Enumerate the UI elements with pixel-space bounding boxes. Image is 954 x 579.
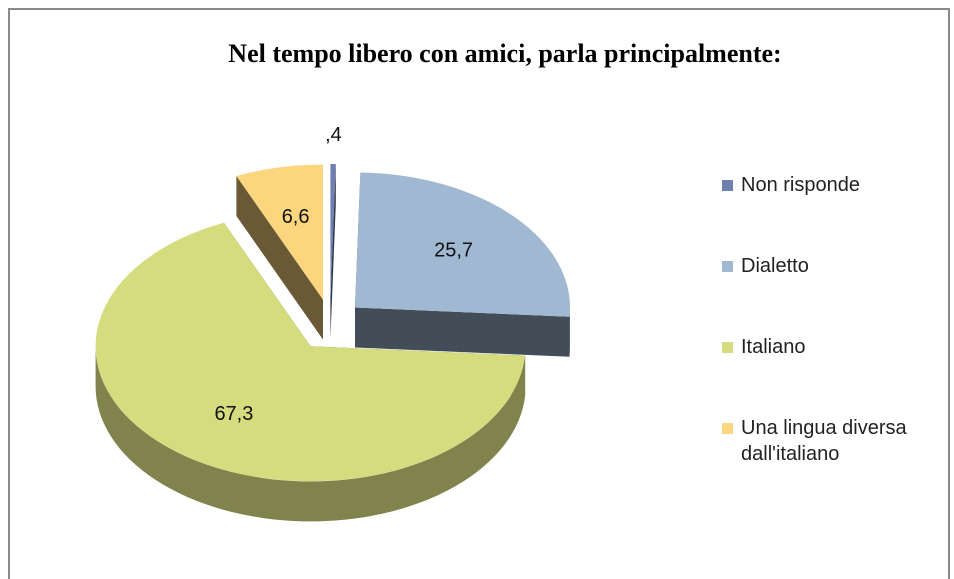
slice-side [330,164,336,339]
legend-swatch [722,342,733,353]
chart-title: Nel tempo libero con amici, parla princi… [228,39,781,68]
slice [236,164,323,300]
slice-side [236,176,323,340]
slice-edge [569,307,571,357]
legend-swatch [722,261,733,272]
legend-swatch [722,423,733,434]
slice-side [355,307,570,357]
legend-label: Non risponde [741,174,860,196]
data-label: 25,7 [434,239,473,261]
legend-label: Una lingua diversa dall'italiano [741,417,907,465]
slice [95,222,526,482]
slice [330,163,336,299]
legend-item: Dialetto [722,253,952,334]
legend-label: Italiano [741,336,806,358]
legend-swatch [722,180,733,191]
data-label: 67,3 [214,403,253,425]
legend-item: Una lingua diversa dall'italiano [722,415,952,496]
legend: Non risponde Dialetto Italiano Una lingua d… [722,172,952,496]
data-label: ,4 [325,124,342,146]
slice [355,172,571,317]
legend-item: Italiano [722,334,952,415]
legend-label: Dialetto [741,255,809,277]
slice-edge [95,346,526,522]
data-label: 6,6 [282,206,310,228]
legend-item: Non risponde [722,172,952,253]
